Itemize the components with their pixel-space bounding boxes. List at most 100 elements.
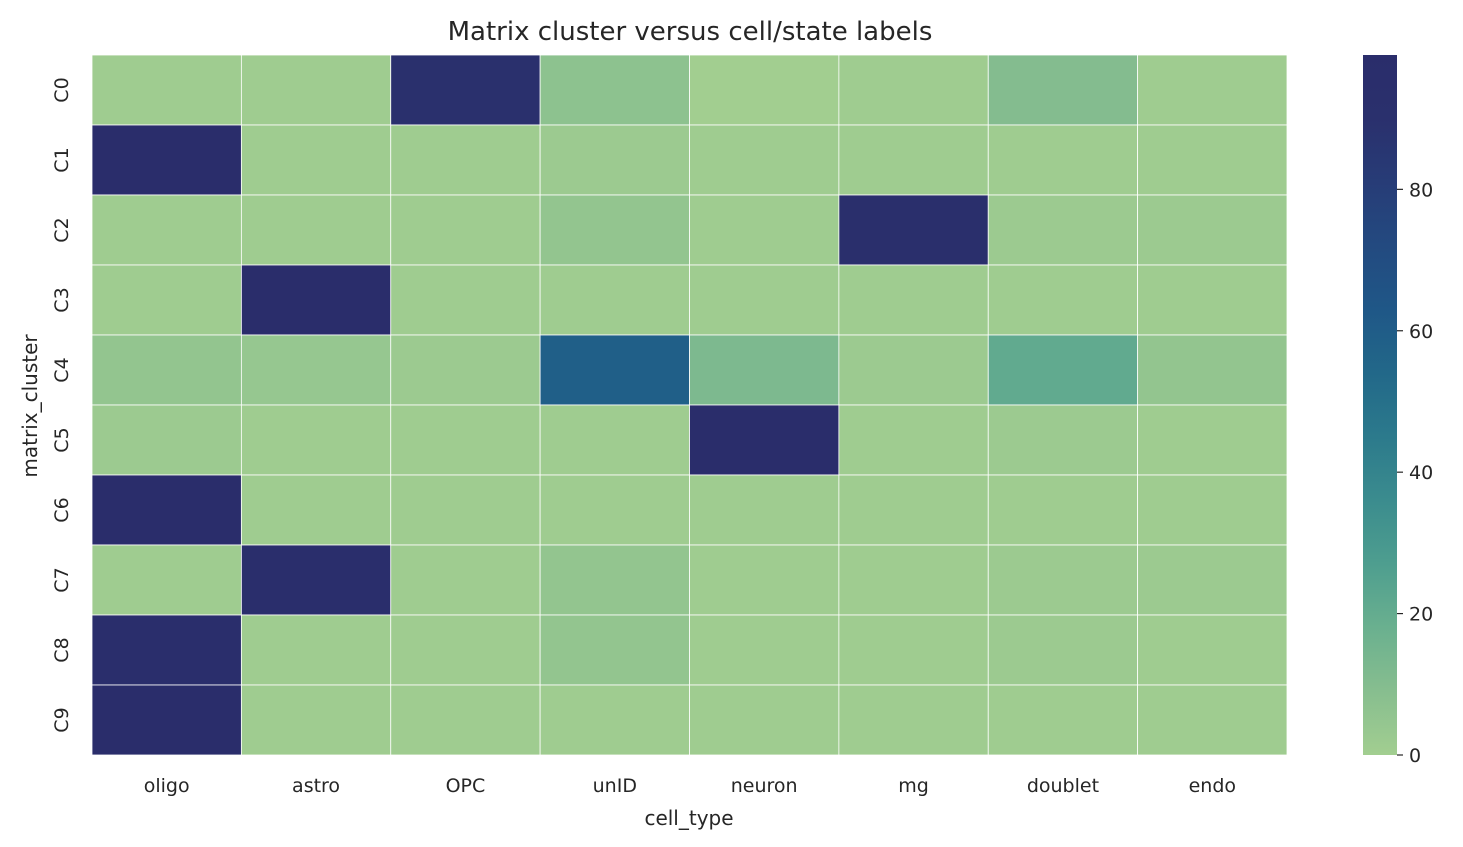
heatmap-cell-C9-oligo (91, 684, 242, 756)
heatmap-cell-C3-endo (1137, 264, 1288, 336)
heatmap-cell-C4-unID (539, 334, 690, 406)
heatmap-cell-C1-oligo (91, 124, 242, 196)
heatmap-cell-C7-neuron (689, 544, 840, 616)
colorbar-tick-label-80: 80 (1409, 179, 1433, 201)
heatmap-cell-C8-unID (539, 614, 690, 686)
y-tick-label-C6: C6 (51, 497, 73, 522)
heatmap-cell-C6-mg (838, 474, 989, 546)
x-tick-label-OPC: OPC (446, 775, 486, 797)
heatmap-cell-C1-endo (1137, 124, 1288, 196)
heatmap-cell-C3-OPC (390, 264, 541, 336)
heatmap-cell-C4-doublet (987, 334, 1139, 406)
heatmap-cell-C7-mg (838, 544, 989, 616)
y-tick-label-C1: C1 (51, 147, 73, 172)
colorbar-tick-label-40: 40 (1409, 462, 1433, 484)
heatmap-cell-C4-astro (240, 334, 392, 406)
y-axis-label: matrix_cluster (18, 334, 42, 478)
heatmap-cell-C2-neuron (689, 194, 840, 266)
heatmap-cell-C5-unID (539, 404, 690, 476)
heatmap-cell-C3-oligo (91, 264, 242, 336)
heatmap-cell-C2-oligo (91, 194, 242, 266)
y-tick-labels: C0 C1 C2 C3 C4 C5 C6 C7 C8 C9 (51, 77, 73, 732)
x-tick-label-neuron: neuron (731, 775, 798, 797)
heatmap-cell-C8-neuron (689, 614, 840, 686)
heatmap-cell-C0-astro (240, 54, 392, 126)
heatmap-cell-C6-oligo (91, 474, 242, 546)
heatmap-cell-C8-endo (1137, 614, 1288, 686)
heatmap-cell-C2-astro (240, 194, 392, 266)
heatmap-cell-C2-OPC (390, 194, 541, 266)
colorbar (1363, 55, 1397, 755)
heatmap-cell-C7-doublet (987, 544, 1139, 616)
heatmap-cell-C0-oligo (91, 54, 242, 126)
heatmap-cell-C3-astro (240, 264, 392, 336)
y-tick-label-C5: C5 (51, 427, 73, 452)
heatmap-cell-C7-unID (539, 544, 690, 616)
heatmap-cells (91, 54, 1288, 756)
heatmap-cell-C3-unID (539, 264, 690, 336)
heatmap-cell-C8-oligo (91, 614, 242, 686)
heatmap-cell-C4-OPC (390, 334, 541, 406)
y-tick-label-C2: C2 (51, 217, 73, 242)
heatmap-cell-C6-astro (240, 474, 392, 546)
x-tick-label-unID: unID (593, 775, 637, 797)
heatmap-cell-C5-astro (240, 404, 392, 476)
heatmap-cell-C6-OPC (390, 474, 541, 546)
heatmap-cell-C9-endo (1137, 684, 1288, 756)
heatmap-cell-C4-oligo (91, 334, 242, 406)
x-tick-label-endo: endo (1189, 775, 1236, 797)
heatmap-cell-C5-oligo (91, 404, 242, 476)
x-tick-label-oligo: oligo (144, 775, 190, 797)
colorbar-ticks: 0 20 40 60 80 (1397, 179, 1433, 767)
heatmap-cell-C6-unID (539, 474, 690, 546)
heatmap-cell-C9-neuron (689, 684, 840, 756)
heatmap-cell-C4-mg (838, 334, 989, 406)
x-tick-label-astro: astro (292, 775, 340, 797)
heatmap-cell-C3-mg (838, 264, 989, 336)
heatmap-cell-C9-astro (240, 684, 392, 756)
x-axis-label: cell_type (644, 806, 733, 830)
y-tick-label-C7: C7 (51, 567, 73, 592)
heatmap-cell-C0-neuron (689, 54, 840, 126)
heatmap-cell-C9-unID (539, 684, 690, 756)
heatmap-cell-C5-neuron (689, 404, 840, 476)
heatmap-cell-C0-doublet (987, 54, 1139, 126)
heatmap-cell-C4-endo (1137, 334, 1288, 406)
heatmap-cell-C3-neuron (689, 264, 840, 336)
heatmap-cell-C2-doublet (987, 194, 1139, 266)
heatmap-cell-C2-endo (1137, 194, 1288, 266)
heatmap-cell-C6-endo (1137, 474, 1288, 546)
heatmap-cell-C7-endo (1137, 544, 1288, 616)
heatmap-cell-C6-neuron (689, 474, 840, 546)
heatmap-cell-C8-mg (838, 614, 989, 686)
heatmap-cell-C1-doublet (987, 124, 1139, 196)
chart-title: Matrix cluster versus cell/state labels (448, 17, 933, 47)
heatmap-cell-C1-mg (838, 124, 989, 196)
heatmap-cell-C2-mg (838, 194, 989, 266)
heatmap-cell-C9-OPC (390, 684, 541, 756)
heatmap-cell-C1-astro (240, 124, 392, 196)
heatmap-cell-C6-doublet (987, 474, 1139, 546)
heatmap-cell-C7-OPC (390, 544, 541, 616)
heatmap-cell-C9-doublet (987, 684, 1139, 756)
y-tick-label-C0: C0 (51, 77, 73, 102)
colorbar-tick-label-0: 0 (1409, 745, 1421, 767)
heatmap-cell-C5-OPC (390, 404, 541, 476)
heatmap-cell-C1-OPC (390, 124, 541, 196)
y-tick-label-C8: C8 (51, 637, 73, 662)
heatmap-cell-C0-OPC (390, 54, 541, 126)
colorbar-tick-label-20: 20 (1409, 604, 1433, 626)
heatmap-cell-C7-astro (240, 544, 392, 616)
x-tick-label-mg: mg (898, 775, 929, 797)
heatmap-cell-C1-neuron (689, 124, 840, 196)
heatmap-cell-C5-endo (1137, 404, 1288, 476)
heatmap-cell-C2-unID (539, 194, 690, 266)
heatmap-cell-C7-oligo (91, 544, 242, 616)
heatmap-cell-C0-unID (539, 54, 690, 126)
heatmap-cell-C0-mg (838, 54, 989, 126)
heatmap-cell-C4-neuron (689, 334, 840, 406)
heatmap-cell-C0-endo (1137, 54, 1288, 126)
y-tick-label-C4: C4 (51, 357, 73, 382)
colorbar-tick-label-60: 60 (1409, 321, 1433, 343)
